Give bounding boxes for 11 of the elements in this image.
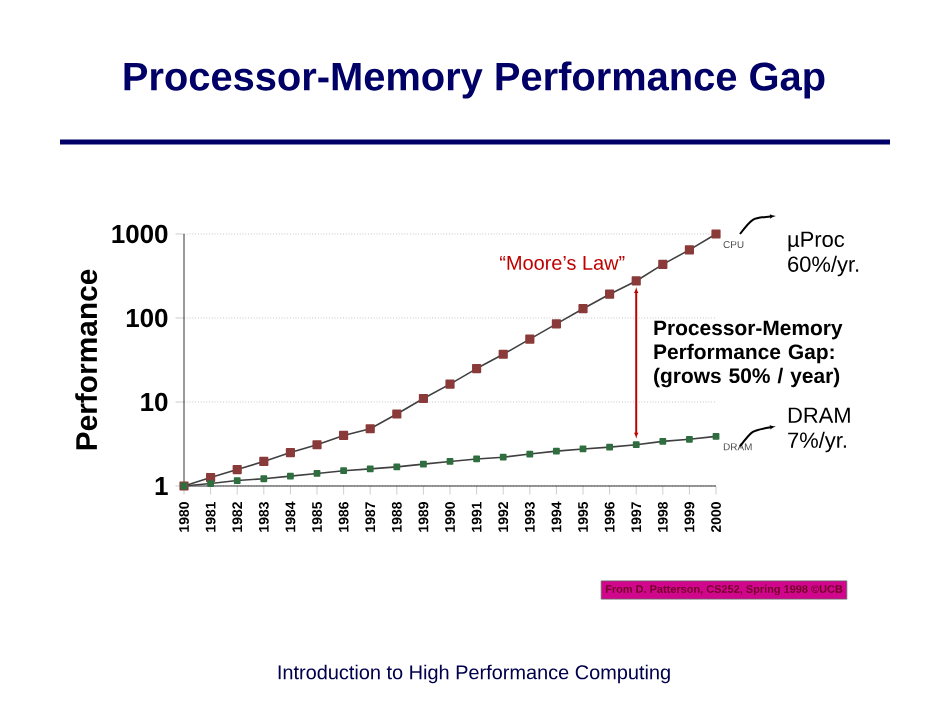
chart-title: Processor-Memory Performance Gap	[124, 61, 825, 99]
text: Introduction to High Performance Computing	[278, 664, 670, 684]
y-tick-label: 1	[155, 477, 168, 495]
annotation: Processor-Memory Performance Gap: (grows 50% / year)	[654, 320, 843, 388]
y-tick-label: 1000	[112, 224, 168, 244]
y-tick-label: 100	[126, 308, 168, 328]
text: DRAM 7%/yr.	[788, 407, 850, 453]
y-axis-title: Performance	[75, 269, 98, 450]
annotation: “Moore’s Law”	[500, 256, 625, 270]
y-tick-label: 10	[141, 392, 168, 412]
text: µProc 60%/yr.	[788, 231, 859, 277]
